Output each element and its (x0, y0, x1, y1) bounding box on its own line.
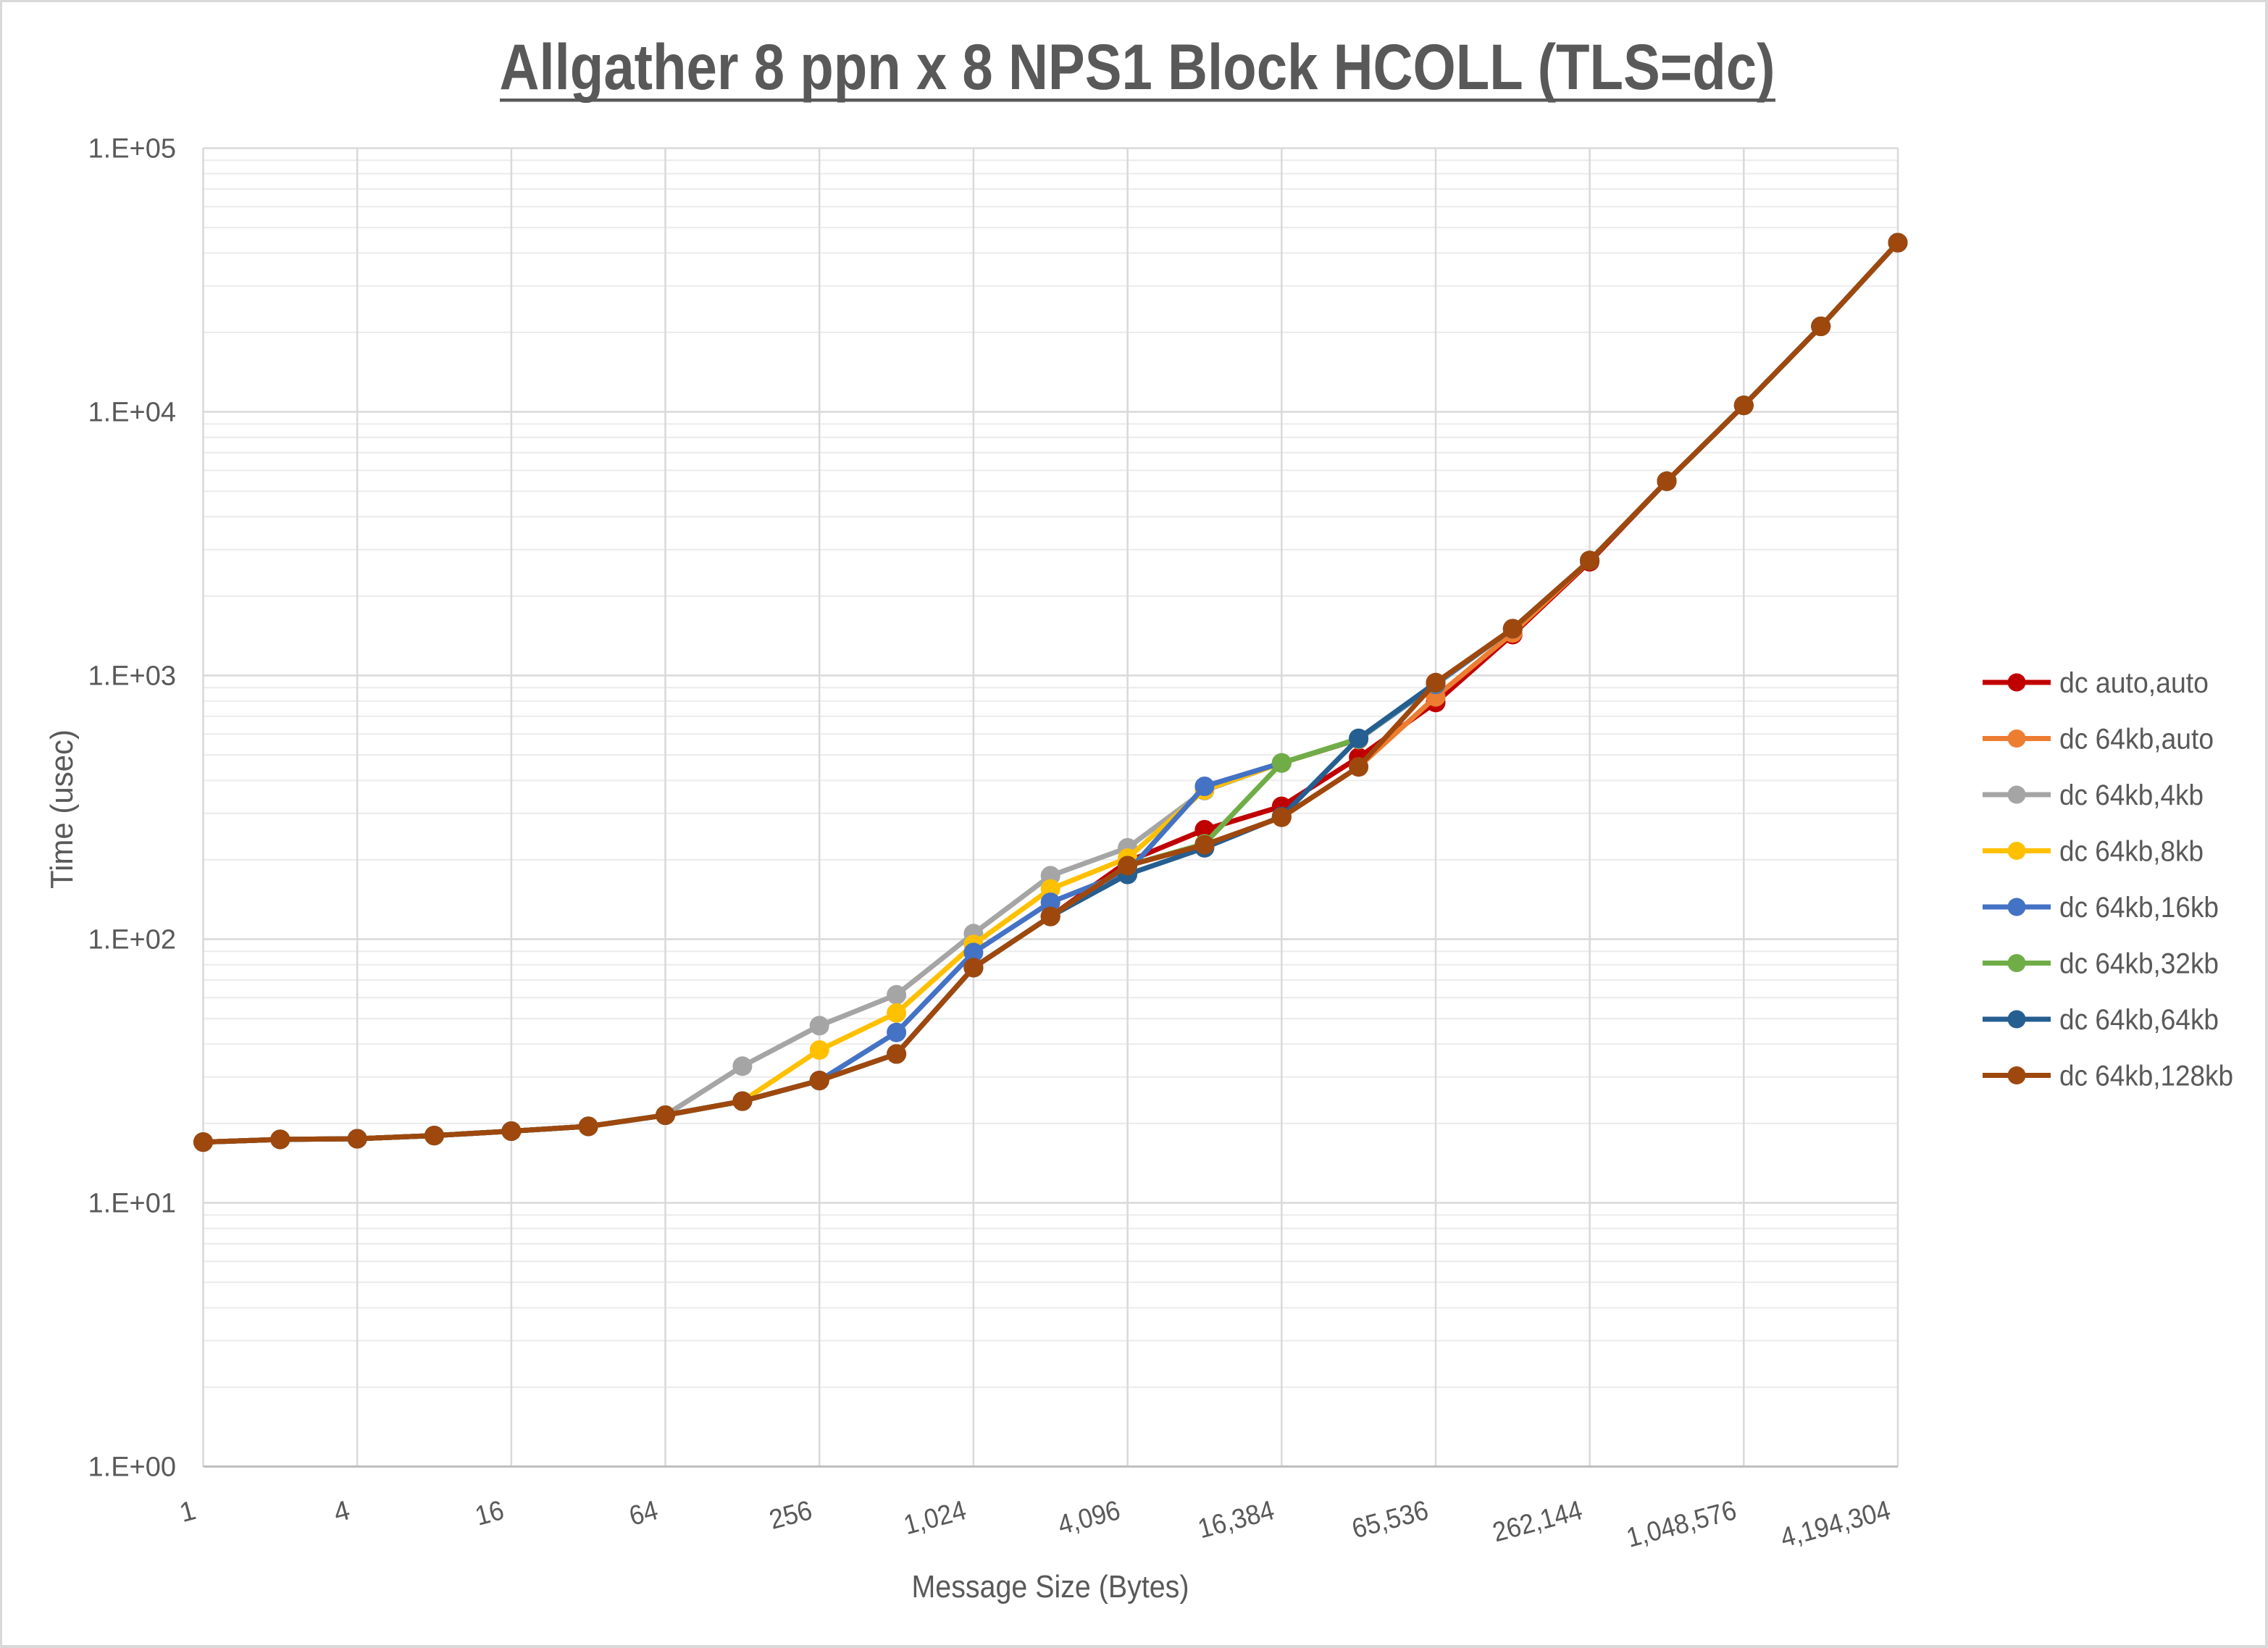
svg-text:1.E+04: 1.E+04 (88, 398, 177, 428)
svg-text:dc 64kb,16kb: dc 64kb,16kb (2059, 892, 2219, 924)
svg-text:Time (usec): Time (usec) (44, 729, 80, 889)
svg-text:1.E+00: 1.E+00 (88, 1452, 177, 1483)
svg-text:1.E+05: 1.E+05 (88, 134, 177, 164)
svg-text:dc 64kb,8kb: dc 64kb,8kb (2059, 836, 2204, 868)
svg-text:1.E+03: 1.E+03 (88, 661, 177, 692)
svg-text:dc 64kb,auto: dc 64kb,auto (2059, 724, 2214, 756)
svg-text:dc 64kb,32kb: dc 64kb,32kb (2059, 948, 2219, 980)
svg-text:Message Size (Bytes): Message Size (Bytes) (912, 1569, 1189, 1605)
svg-text:dc 64kb,4kb: dc 64kb,4kb (2059, 779, 2204, 811)
svg-text:1.E+01: 1.E+01 (88, 1189, 177, 1219)
svg-text:1.E+02: 1.E+02 (88, 925, 177, 955)
svg-text:dc 64kb,128kb: dc 64kb,128kb (2059, 1061, 2233, 1092)
svg-text:Allgather 8 ppn x 8 NPS1 Block: Allgather 8 ppn x 8 NPS1 Block HCOLL (TL… (500, 30, 1775, 103)
svg-text:dc 64kb,64kb: dc 64kb,64kb (2059, 1004, 2219, 1036)
svg-text:dc auto,auto: dc auto,auto (2059, 667, 2209, 699)
